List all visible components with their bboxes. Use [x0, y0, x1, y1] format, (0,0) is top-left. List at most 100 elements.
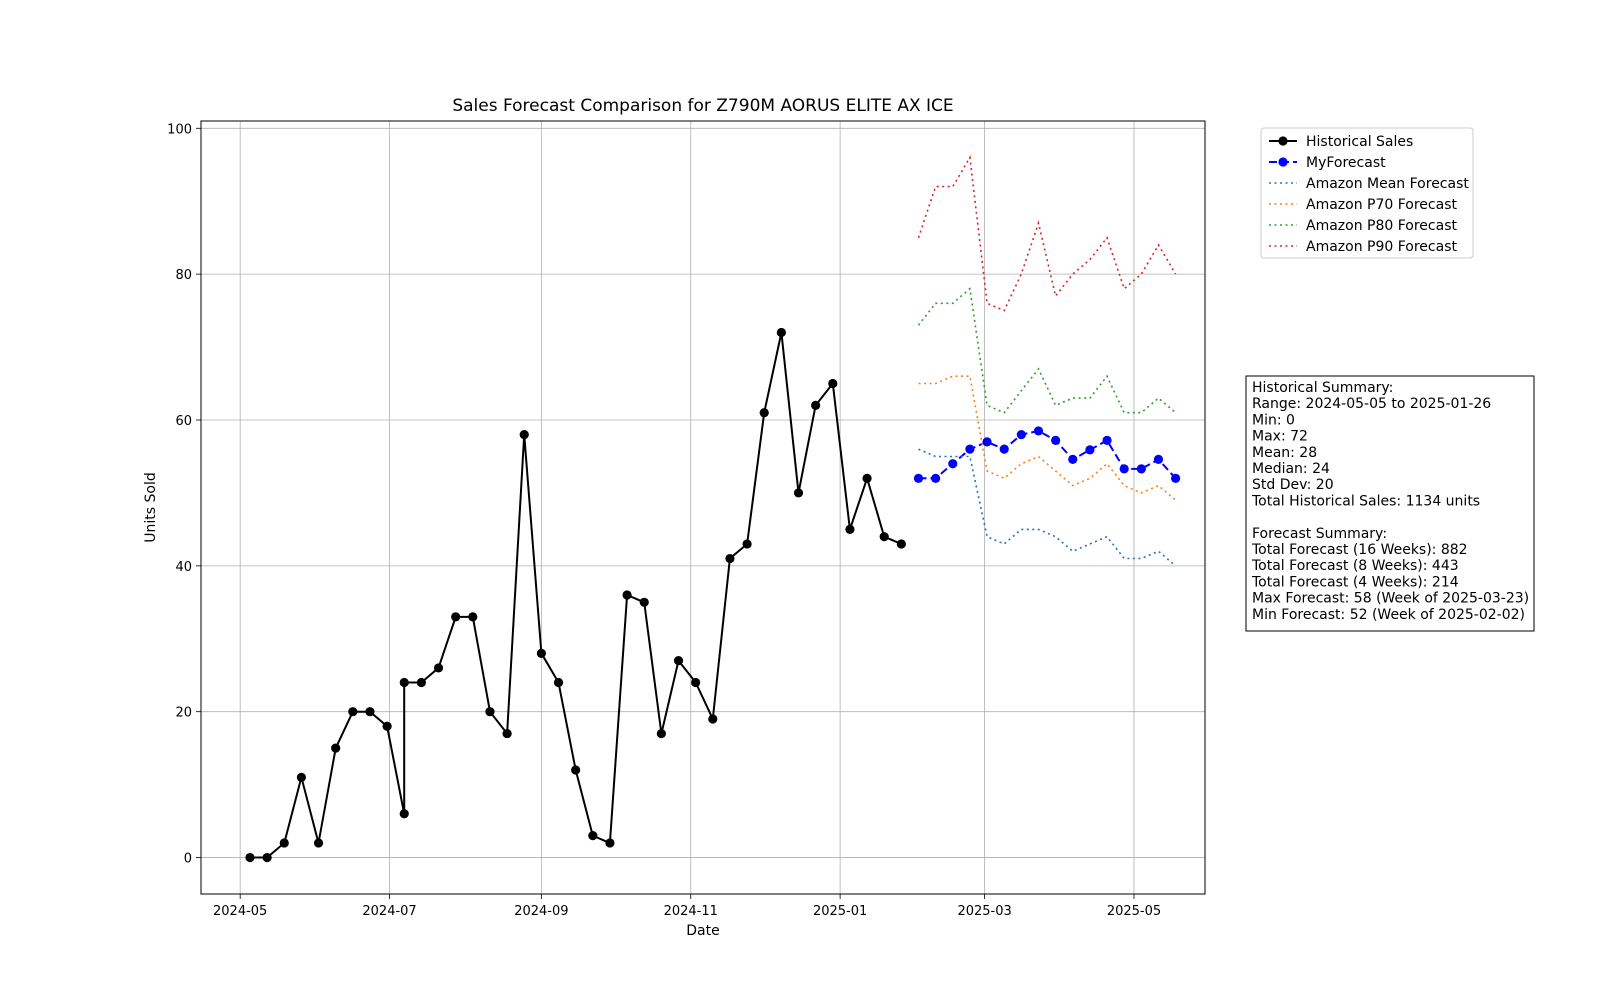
data-point [673, 656, 684, 666]
y-tick-label: 60 [175, 414, 192, 429]
series-myforecast [913, 426, 1181, 483]
series-line-historical-sales [250, 332, 902, 859]
summary-line: Total Forecast (16 Weeks): 882 [1251, 542, 1468, 558]
summary-frame [1245, 375, 1535, 632]
data-point [296, 772, 306, 782]
legend-marker [1278, 136, 1288, 146]
data-point [725, 553, 735, 564]
data-point [382, 721, 392, 731]
data-point [588, 831, 598, 841]
grid-lines [201, 121, 1205, 894]
data-point [965, 444, 975, 454]
x-tick-label: 2024-07 [362, 904, 416, 919]
summary-line: Median: 24 [1252, 461, 1330, 477]
summary-line: Std Dev: 20 [1252, 477, 1334, 493]
series-amazon-mean-forecast [918, 448, 1177, 567]
data-point [399, 677, 409, 688]
data-point [828, 378, 838, 389]
summary-line: Mean: 28 [1252, 445, 1317, 461]
summary-line: Max Forecast: 58 (Week of 2025-03-23) [1252, 591, 1529, 607]
summary-line: Forecast Summary: [1252, 526, 1387, 542]
legend-entry: Amazon P80 Forecast [1306, 218, 1457, 234]
summary-line: Historical Summary: [1252, 380, 1393, 396]
series-line-amazon-mean-forecast [918, 448, 1177, 567]
series-line-amazon-p90-forecast [917, 155, 1177, 312]
data-point [1085, 445, 1095, 455]
legend: Historical Sales MyForecast Amazon Mean Fo… [1260, 127, 1474, 259]
legend-entry: Historical Sales [1306, 134, 1413, 150]
data-point [845, 524, 855, 534]
legend-marker [1278, 157, 1288, 167]
y-tick-label: 20 [175, 706, 192, 721]
y-axis-label: Units Sold [143, 472, 159, 542]
x-tick-label: 2025-03 [957, 904, 1011, 919]
x-tick-label: 2024-09 [514, 904, 568, 919]
data-point [365, 707, 375, 717]
x-tick-label: 2024-05 [213, 904, 267, 919]
summary-box: Historical Summary:Range: 2024-05-05 to … [1245, 375, 1535, 632]
data-point [536, 648, 546, 658]
data-point [982, 437, 992, 447]
data-point [1033, 426, 1044, 436]
data-point [793, 488, 804, 498]
legend-entry: MyForecast [1306, 155, 1386, 171]
data-point [622, 590, 632, 600]
x-tick-label: 2025-05 [1107, 904, 1161, 919]
data-point [913, 473, 924, 483]
data-point [1102, 435, 1112, 446]
data-point [999, 444, 1009, 454]
data-point [399, 809, 409, 819]
x-axis-label: Date [686, 923, 719, 939]
data-point [948, 459, 958, 469]
series-line-amazon-p70-forecast [918, 375, 1177, 501]
plot-frame [200, 120, 1206, 895]
summary-line: Max: 72 [1252, 429, 1308, 445]
summary-line: Min Forecast: 52 (Week of 2025-02-02) [1252, 607, 1525, 623]
data-point [1153, 454, 1164, 464]
data-point [742, 539, 752, 549]
summary-line: Range: 2024-05-05 to 2025-01-26 [1252, 396, 1491, 412]
data-point [571, 765, 581, 775]
chart-title: Sales Forecast Comparison for Z790M AORU… [452, 96, 953, 116]
data-point [639, 597, 649, 607]
data-point [485, 707, 495, 717]
data-point [468, 612, 478, 622]
summary-line: Total Forecast (4 Weeks): 214 [1251, 574, 1459, 590]
data-point [759, 408, 769, 418]
data-point [776, 327, 786, 338]
data-point [451, 612, 461, 622]
series-line-amazon-p80-forecast [917, 287, 1177, 414]
legend-box [1260, 127, 1474, 259]
y-tick-label: 0 [184, 852, 192, 867]
summary-line: Min: 0 [1252, 412, 1295, 428]
data-point [879, 532, 889, 542]
legend-entry: Amazon P70 Forecast [1306, 197, 1457, 213]
data-point [691, 677, 701, 688]
series-line-myforecast [918, 429, 1177, 480]
data-point [1171, 473, 1181, 483]
data-point [416, 677, 426, 688]
x-tick-label: 2025-01 [813, 904, 867, 919]
data-point [1016, 429, 1026, 440]
data-point [553, 677, 564, 688]
series-amazon-p80-forecast [917, 287, 1177, 414]
data-point [331, 743, 341, 753]
data-point [1051, 435, 1061, 446]
series-amazon-p90-forecast [917, 155, 1177, 312]
series-historical-sales [245, 327, 906, 863]
summary-line: Total Forecast (8 Weeks): 443 [1251, 558, 1459, 574]
data-point [502, 728, 512, 739]
data-point [656, 728, 666, 739]
data-point [262, 852, 272, 863]
data-point [931, 473, 941, 483]
data-point [1119, 464, 1129, 474]
data-point [811, 400, 821, 411]
y-tick-label: 80 [175, 268, 192, 283]
data-point [605, 838, 615, 848]
data-point [1068, 454, 1078, 464]
data-point [245, 852, 255, 863]
data-point [708, 714, 718, 724]
series-amazon-p70-forecast [918, 375, 1177, 501]
